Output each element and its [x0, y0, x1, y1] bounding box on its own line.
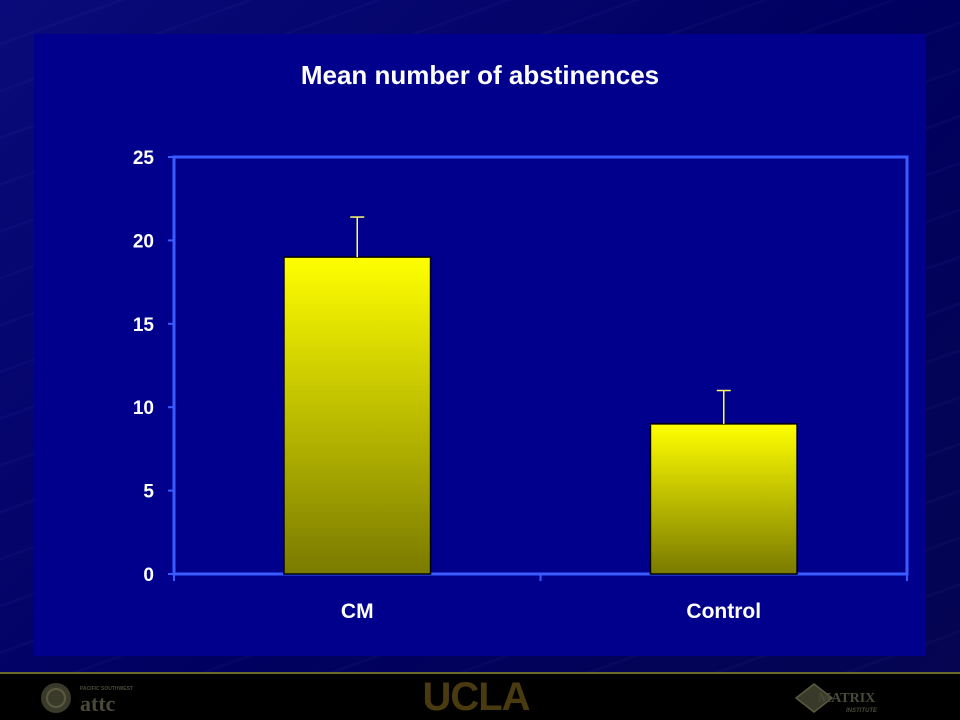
matrix-logo: MATRIX INSTITUTE — [794, 683, 878, 714]
bar-cm — [283, 256, 432, 575]
attc-logo-small-text: PACIFIC SOUTHWEST — [80, 686, 133, 692]
x-category-label: CM — [341, 600, 374, 623]
matrix-diamond-icon — [794, 683, 834, 713]
y-tick-label: 0 — [143, 565, 154, 586]
y-tick-label: 10 — [133, 398, 154, 419]
attc-logo-emblem-icon — [41, 683, 71, 713]
x-category-label: Control — [686, 600, 761, 623]
y-tick-label: 20 — [133, 231, 154, 252]
y-tick-label: 25 — [133, 148, 155, 169]
y-tick-label: 15 — [133, 315, 155, 336]
bar-control — [649, 423, 798, 575]
attc-logo-text: attc — [80, 691, 116, 716]
matrix-logo-text: MATRIX — [818, 691, 875, 706]
bar-chart: Mean number of abstinences 0 5 10 15 20 25 CM C… — [133, 60, 909, 623]
y-tick-label: 5 — [143, 482, 154, 503]
ucla-logo: UCLA — [422, 675, 530, 719]
attc-logo: attc PACIFIC SOUTHWEST — [41, 683, 133, 716]
attc-logo-ring-icon — [46, 688, 66, 708]
chart-title: Mean number of abstinences — [301, 60, 659, 90]
matrix-logo-small-text: INSTITUTE — [846, 708, 878, 714]
slide-background: Mean number of abstinences 0 5 10 15 20 25 CM C… — [0, 0, 960, 674]
